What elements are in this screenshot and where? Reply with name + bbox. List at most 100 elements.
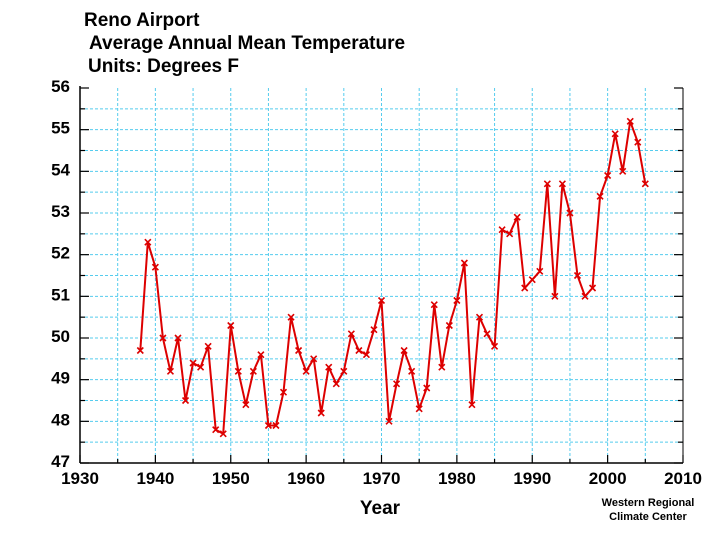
x-tick-label: 1940	[136, 469, 174, 488]
data-point	[159, 334, 167, 342]
y-tick-label: 56	[51, 77, 70, 96]
data-point	[325, 363, 333, 371]
data-point	[528, 276, 536, 284]
data-point	[536, 267, 544, 275]
data-point	[151, 263, 159, 271]
data-point	[566, 209, 574, 217]
data-point	[581, 292, 589, 300]
data-point	[393, 380, 401, 388]
x-tick-label: 1970	[363, 469, 401, 488]
data-point	[543, 180, 551, 188]
data-point	[619, 167, 627, 175]
data-point	[604, 171, 612, 180]
data-point	[634, 138, 642, 146]
data-point	[506, 230, 514, 238]
y-tick-label: 53	[51, 202, 70, 221]
x-tick-label: 1980	[438, 469, 476, 488]
data-point	[558, 180, 566, 188]
axes	[79, 86, 684, 464]
data-point	[181, 396, 190, 405]
y-tick-label: 47	[51, 452, 70, 471]
data-point	[588, 284, 597, 292]
series-line	[139, 120, 647, 435]
y-tick-label: 51	[51, 285, 70, 304]
grid	[80, 88, 683, 463]
x-tick-label: 1990	[513, 469, 551, 488]
data-point	[219, 430, 227, 438]
data-point	[242, 401, 250, 409]
data-point	[257, 351, 265, 359]
data-point	[362, 351, 370, 359]
data-point	[272, 421, 280, 430]
data-point	[377, 296, 386, 305]
data-point	[302, 367, 310, 375]
x-tick-labels: 1930 1940 1950 1960 1970 1980 1990 2000 2010	[61, 469, 702, 488]
data-point	[573, 271, 582, 280]
data-point	[212, 426, 220, 434]
x-tick-label: 1960	[287, 469, 325, 488]
data-point	[475, 313, 484, 321]
data-point	[279, 388, 288, 396]
data-point	[347, 330, 355, 338]
data-point	[385, 417, 393, 425]
data-point	[310, 355, 318, 363]
data-point	[317, 409, 325, 417]
y-tick-label: 52	[51, 244, 70, 263]
data-point	[295, 346, 303, 355]
data-point	[174, 334, 182, 342]
data-point	[197, 363, 205, 371]
chart-units: Units: Degrees F	[88, 56, 239, 77]
data-point	[136, 346, 144, 355]
data-point	[498, 226, 506, 234]
data-point	[438, 363, 446, 371]
data-point	[415, 405, 423, 413]
chart-title: Reno Airport	[84, 10, 200, 31]
data-point	[626, 117, 634, 125]
y-tick-label: 49	[51, 369, 70, 388]
data-point	[521, 284, 529, 292]
data-point	[264, 421, 273, 430]
data-point	[287, 313, 295, 321]
data-point	[249, 367, 257, 375]
y-tick-label: 54	[51, 160, 70, 179]
data-point	[490, 342, 499, 350]
data-point	[430, 301, 438, 309]
data-point	[227, 321, 235, 330]
credit-line-2: Climate Center	[609, 511, 687, 523]
x-tick-label: 1930	[61, 469, 99, 488]
data-point	[423, 384, 431, 392]
data-point	[468, 401, 476, 409]
y-tick-label: 48	[51, 410, 70, 429]
data-point	[453, 296, 461, 305]
data-point	[460, 259, 468, 267]
data-point	[400, 346, 408, 355]
y-tick-label: 55	[51, 119, 70, 138]
data-point	[340, 367, 348, 375]
data-point	[204, 342, 212, 350]
data-point	[355, 346, 363, 355]
data-point	[166, 367, 175, 375]
data-point	[513, 213, 521, 221]
x-tick-label: 2000	[589, 469, 627, 488]
data-point	[445, 321, 453, 330]
data-point	[144, 238, 152, 246]
chart-subtitle: Average Annual Mean Temperature	[89, 33, 405, 54]
data-point	[234, 367, 242, 375]
data-point	[408, 367, 416, 375]
data-point	[332, 380, 340, 388]
data-point	[551, 292, 559, 300]
credit-line-1: Western Regional	[602, 497, 695, 509]
data-point	[370, 326, 378, 334]
x-axis-label: Year	[360, 498, 401, 519]
data-point	[611, 130, 619, 138]
x-tick-label: 2010	[664, 469, 702, 488]
data-point	[641, 180, 649, 188]
series	[136, 117, 649, 438]
data-point	[189, 359, 197, 367]
y-tick-labels: 47 48 49 50 51 52 53 54 55 56	[51, 77, 70, 471]
y-tick-label: 50	[51, 327, 70, 346]
data-point	[483, 330, 491, 338]
x-tick-label: 1950	[212, 469, 250, 488]
data-point	[596, 192, 604, 200]
